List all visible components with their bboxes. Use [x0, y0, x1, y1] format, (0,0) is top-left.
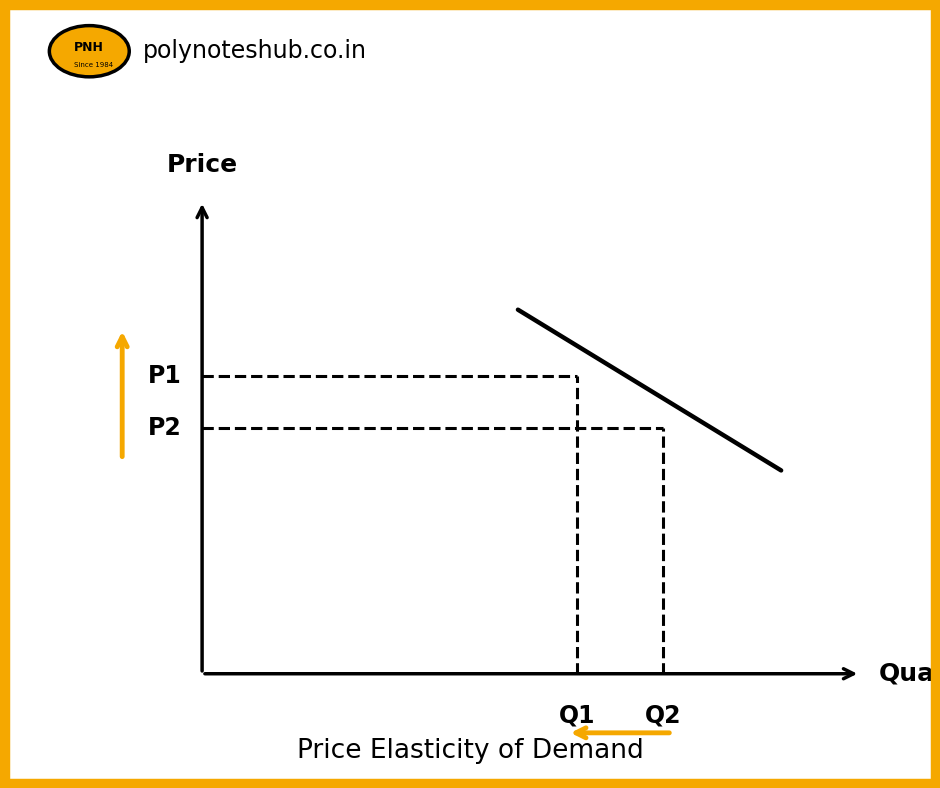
Text: Since 1984: Since 1984 — [74, 62, 114, 69]
Text: polynoteshub.co.in: polynoteshub.co.in — [144, 39, 368, 63]
Text: P1: P1 — [148, 364, 181, 388]
Text: Q1: Q1 — [559, 704, 595, 727]
Ellipse shape — [49, 25, 130, 77]
Text: P2: P2 — [148, 416, 181, 440]
Text: PNH: PNH — [74, 41, 104, 54]
Text: Price: Price — [166, 154, 238, 177]
Text: Q2: Q2 — [645, 704, 681, 727]
Text: Price Elasticity of Demand: Price Elasticity of Demand — [297, 738, 643, 764]
Text: Quantity: Quantity — [879, 662, 940, 686]
